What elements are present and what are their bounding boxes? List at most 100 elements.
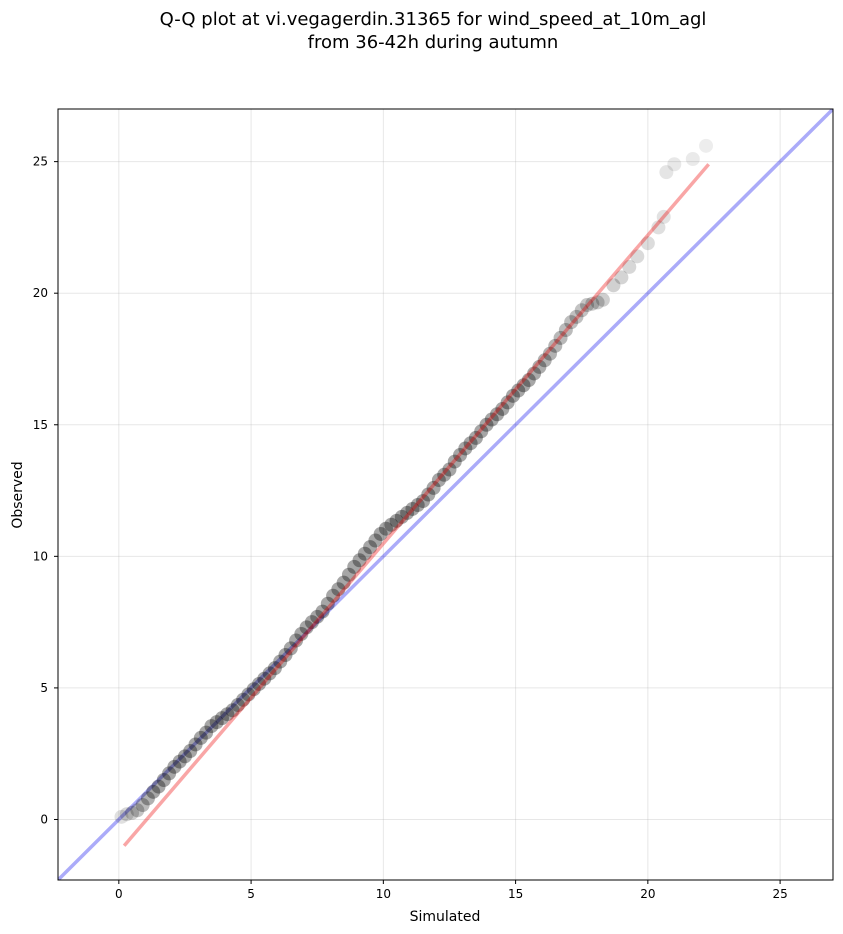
qq-point bbox=[685, 151, 700, 166]
qq-point bbox=[151, 779, 166, 794]
qq-point bbox=[320, 596, 335, 611]
qq-point bbox=[114, 809, 129, 824]
y-ticks: 0 5 10 15 20 25 bbox=[33, 155, 58, 826]
qq-point bbox=[640, 236, 655, 251]
y-tick-label: 20 bbox=[33, 286, 48, 300]
qq-point bbox=[400, 505, 415, 520]
qq-point bbox=[252, 676, 267, 691]
qq-point bbox=[267, 661, 282, 676]
qq-point bbox=[172, 754, 187, 769]
qq-point bbox=[585, 296, 600, 311]
qq-point bbox=[630, 249, 645, 264]
qq-point bbox=[273, 654, 288, 669]
qq-point bbox=[416, 494, 431, 509]
qq-point bbox=[341, 567, 356, 582]
fit-line-layer bbox=[122, 163, 711, 847]
qq-point bbox=[363, 540, 378, 555]
qq-point bbox=[257, 671, 272, 686]
qq-point bbox=[574, 303, 589, 318]
qq-point bbox=[188, 737, 203, 752]
qq-point bbox=[651, 220, 666, 235]
qq-point bbox=[262, 666, 277, 681]
qq-point bbox=[580, 298, 595, 313]
qq-point bbox=[521, 373, 536, 388]
qq-point bbox=[230, 698, 245, 713]
qq-point bbox=[431, 473, 446, 488]
qq-point bbox=[183, 744, 198, 759]
qq-point bbox=[225, 703, 240, 718]
points-layer bbox=[114, 138, 714, 824]
qq-point bbox=[246, 682, 261, 697]
qq-point bbox=[214, 711, 229, 726]
qq-point bbox=[193, 730, 208, 745]
qq-point bbox=[421, 487, 436, 502]
qq-point bbox=[315, 604, 330, 619]
qq-point bbox=[622, 259, 637, 274]
qq-point bbox=[474, 424, 489, 439]
qq-point bbox=[490, 407, 505, 422]
qq-point bbox=[204, 719, 219, 734]
x-tick-label: 5 bbox=[247, 887, 255, 901]
qq-point bbox=[283, 641, 298, 656]
qq-point bbox=[357, 546, 372, 561]
qq-point bbox=[505, 388, 520, 403]
qq-point bbox=[119, 807, 134, 822]
qq-point bbox=[236, 692, 251, 707]
qq-point bbox=[336, 575, 351, 590]
qq-point bbox=[426, 480, 441, 495]
grid-lines bbox=[58, 109, 833, 880]
qq-point bbox=[484, 412, 499, 427]
qq-point bbox=[220, 707, 235, 722]
qq-point bbox=[167, 759, 182, 774]
qq-point bbox=[468, 430, 483, 445]
qq-point bbox=[140, 791, 155, 806]
x-tick-label: 20 bbox=[640, 887, 655, 901]
plot-frame bbox=[57, 108, 834, 881]
qq-point bbox=[209, 715, 224, 730]
x-tick-label: 0 bbox=[115, 887, 123, 901]
y-tick-label: 15 bbox=[33, 418, 48, 432]
qq-point bbox=[511, 383, 526, 398]
x-tick-label: 25 bbox=[772, 887, 787, 901]
qq-point bbox=[453, 448, 468, 463]
y-tick-label: 25 bbox=[33, 155, 48, 169]
qq-point bbox=[699, 138, 714, 153]
qq-point bbox=[394, 509, 409, 524]
y-tick-label: 5 bbox=[40, 681, 48, 695]
qq-point bbox=[294, 626, 309, 641]
qq-point bbox=[656, 209, 671, 224]
qq-point bbox=[516, 378, 531, 393]
qq-point bbox=[156, 773, 171, 788]
qq-point bbox=[495, 401, 510, 416]
qq-point bbox=[389, 513, 404, 528]
qq-point bbox=[347, 559, 362, 574]
qq-point bbox=[537, 353, 552, 368]
qq-point bbox=[606, 278, 621, 293]
qq-point bbox=[368, 533, 383, 548]
x-axis-label: Simulated bbox=[410, 909, 481, 925]
qq-point bbox=[532, 359, 547, 374]
y-tick-label: 10 bbox=[33, 549, 48, 563]
qq-point bbox=[548, 338, 563, 353]
qq-point bbox=[405, 501, 420, 516]
qq-point bbox=[177, 749, 192, 764]
qq-point bbox=[558, 323, 573, 338]
chart-title-line2: from 36-42h during autumn bbox=[308, 32, 559, 53]
qq-point bbox=[289, 633, 304, 648]
qq-point bbox=[146, 784, 161, 799]
qq-point bbox=[331, 582, 346, 597]
qq-point bbox=[278, 648, 293, 663]
qq-point bbox=[667, 157, 682, 172]
qq-point bbox=[373, 526, 388, 541]
qq-point bbox=[384, 517, 399, 532]
qq-point bbox=[614, 270, 629, 285]
qq-point bbox=[199, 725, 214, 740]
qq-point bbox=[479, 417, 494, 432]
qq-point bbox=[447, 454, 462, 469]
identity-line bbox=[58, 109, 833, 880]
qq-point bbox=[352, 553, 367, 568]
qq-point bbox=[410, 498, 425, 513]
qq-point bbox=[437, 467, 452, 482]
chart-title-line1: Q-Q plot at vi.vegagerdin.31365 for wind… bbox=[160, 9, 707, 30]
